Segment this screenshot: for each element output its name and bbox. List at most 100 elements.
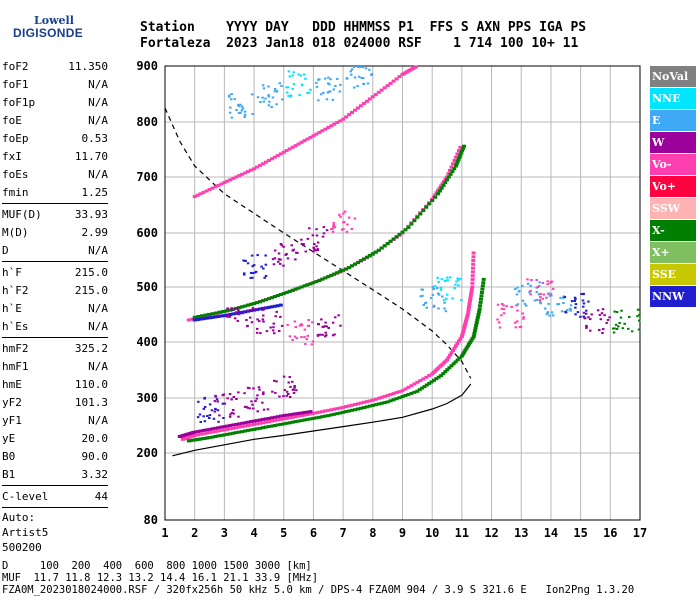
echo-point — [353, 76, 357, 79]
echo-point — [237, 311, 242, 315]
echo-point — [500, 307, 504, 310]
echo-point — [471, 251, 476, 255]
echo-point — [302, 139, 307, 143]
echo-point — [216, 183, 221, 187]
echo-point — [581, 299, 585, 302]
echo-point — [261, 162, 265, 166]
echo-point — [518, 326, 522, 329]
echo-point — [259, 332, 262, 335]
echo-point — [400, 395, 405, 399]
echo-point — [338, 269, 343, 273]
echo-point — [529, 284, 532, 287]
echo-point — [201, 428, 206, 432]
echo-point — [262, 267, 265, 270]
echo-point — [251, 113, 254, 115]
echo-point — [219, 433, 224, 437]
echo-point — [630, 330, 634, 333]
echo-point — [246, 424, 251, 427]
y-tick-label: 300 — [136, 391, 158, 405]
param-separator — [2, 507, 108, 508]
echo-point — [252, 427, 257, 431]
echo-point — [338, 90, 342, 93]
header-line-1: Station YYYY DAY DDD HHMMSS P1 FFS S AXN… — [140, 20, 587, 35]
echo-point — [446, 276, 449, 279]
param-label: h`Es — [2, 320, 29, 333]
param-row-d: D N/A — [2, 242, 108, 260]
echo-point — [241, 312, 244, 315]
echo-point — [477, 310, 482, 314]
echo-point — [228, 415, 232, 418]
echo-point — [281, 417, 286, 421]
echo-point — [234, 426, 239, 430]
y-tick-label: 800 — [136, 115, 158, 129]
legend-item-nne: NNE — [650, 88, 696, 109]
legend-item-nnw: NNW — [650, 286, 696, 307]
echo-point — [241, 107, 245, 110]
echo-point — [210, 312, 215, 316]
echo-point — [216, 315, 221, 318]
echo-point — [361, 102, 366, 105]
echo-point — [557, 303, 561, 306]
echo-point — [388, 393, 393, 396]
echo-point — [458, 153, 463, 157]
x-tick-label: 17 — [633, 526, 647, 540]
echo-point — [243, 272, 246, 275]
y-tick-label: 400 — [136, 335, 158, 349]
echo-point — [437, 189, 442, 193]
echo-point — [249, 168, 254, 172]
auto-scaling-line: Auto: — [2, 511, 36, 524]
echo-point — [464, 317, 469, 321]
echo-point — [243, 429, 248, 433]
echo-point — [201, 437, 206, 441]
echo-point — [198, 432, 203, 436]
echo-point — [282, 395, 285, 398]
echo-point — [620, 309, 623, 312]
echo-point — [307, 91, 311, 94]
echo-point — [261, 84, 265, 87]
density-profile-line — [172, 383, 472, 457]
param-label: yF1 — [2, 414, 22, 427]
echo-point — [338, 406, 343, 410]
echo-point — [563, 296, 567, 298]
echo-point — [431, 294, 435, 297]
echo-point — [197, 437, 202, 441]
echo-point — [305, 410, 310, 414]
echo-point — [461, 328, 466, 332]
echo-point — [302, 243, 305, 246]
echo-point — [556, 303, 559, 306]
echo-point — [587, 316, 590, 319]
echo-point — [291, 74, 294, 77]
legend-item-x: X- — [650, 220, 696, 241]
echo-point — [358, 401, 363, 405]
echo-point — [249, 423, 254, 427]
echo-point — [462, 326, 467, 330]
echo-point — [548, 314, 551, 317]
echo-point — [317, 99, 320, 102]
echo-point — [421, 294, 424, 297]
echo-point — [539, 301, 542, 304]
echo-point — [251, 276, 254, 279]
echo-point — [263, 307, 266, 310]
echo-point — [539, 292, 542, 295]
echo-point — [551, 287, 555, 290]
echo-point — [590, 313, 593, 316]
param-row-foep: foEp 0.53 — [2, 130, 108, 148]
echo-point — [311, 416, 316, 420]
echo-point — [222, 417, 225, 419]
echo-point — [471, 335, 476, 338]
echo-point — [585, 324, 588, 327]
param-row-fof2: foF2 11.350 — [2, 58, 108, 76]
footer-info: D 100 200 400 600 800 1000 1500 3000 [km… — [2, 560, 634, 596]
param-value: 2.99 — [81, 226, 109, 239]
echo-point — [286, 323, 289, 326]
param-value: N/A — [88, 302, 108, 315]
echo-point — [388, 399, 393, 403]
echo-point — [329, 273, 334, 277]
echo-point — [477, 307, 482, 311]
echo-point — [275, 90, 278, 93]
echo-point — [273, 88, 277, 90]
echo-point — [528, 291, 531, 294]
echo-point — [310, 343, 314, 346]
echo-point — [422, 304, 425, 306]
param-row-hf: h`F 215.0 — [2, 264, 108, 282]
